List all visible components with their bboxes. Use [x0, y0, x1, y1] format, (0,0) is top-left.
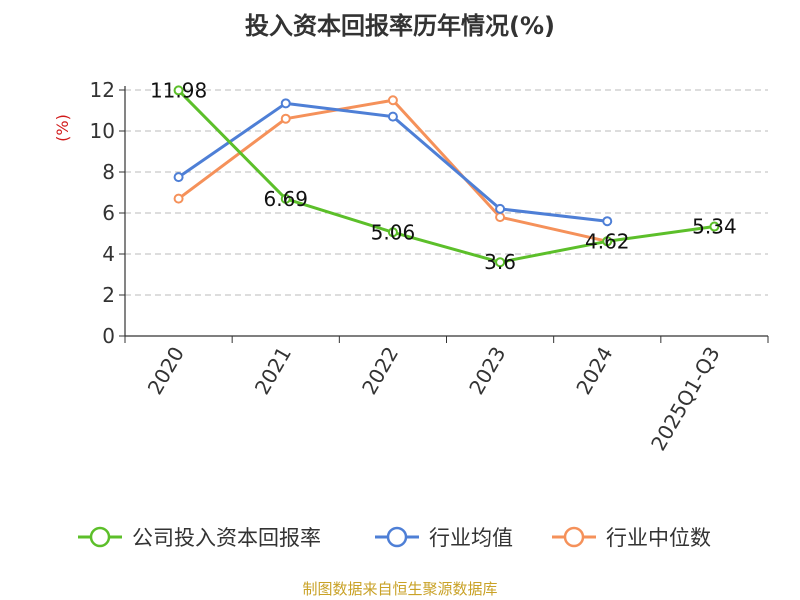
data-label: 6.69: [263, 187, 308, 211]
series-lines: [173, 85, 720, 268]
data-point: [709, 221, 720, 232]
y-axis-label: (%): [53, 114, 72, 142]
legend-item[interactable]: 公司投入资本回报率: [78, 526, 321, 550]
legend-label: 行业均值: [429, 526, 513, 550]
legend: 公司投入资本回报率 行业均值 行业中位数: [78, 526, 711, 550]
grid-lines: [125, 89, 768, 296]
data-label: 11.98: [150, 78, 207, 102]
data-label: 5.06: [371, 220, 416, 244]
data-point: [495, 212, 506, 223]
data-point: [387, 227, 398, 238]
x-tick-label: 2023: [464, 343, 510, 399]
data-point: [387, 111, 398, 122]
legend-swatch-marker: [386, 526, 408, 548]
x-tick-label: 2021: [250, 343, 296, 399]
data-point: [280, 98, 291, 109]
legend-item[interactable]: 行业中位数: [552, 526, 711, 550]
y-tick-label: 2: [102, 283, 115, 307]
y-tick-label: 10: [90, 119, 115, 143]
data-label: 3.6: [484, 250, 516, 274]
x-tick-label: 2020: [143, 343, 189, 399]
chart-title: 投入资本回报率历年情况(%): [245, 12, 555, 40]
legend-item[interactable]: 行业均值: [375, 526, 513, 550]
legend-label: 公司投入资本回报率: [132, 526, 321, 550]
legend-label: 行业中位数: [606, 526, 711, 550]
series-line: [177, 89, 715, 264]
legend-swatch-marker: [89, 526, 111, 548]
x-tick-label: 2025Q1-Q3: [646, 343, 725, 455]
y-tick-label: 8: [102, 160, 115, 184]
data-point: [173, 193, 184, 204]
data-label: 5.34: [692, 215, 737, 239]
source-note: 制图数据来自恒生聚源数据库: [302, 580, 498, 598]
y-tick-label: 6: [102, 201, 115, 225]
y-tick-label: 0: [102, 324, 115, 348]
data-point: [387, 95, 398, 106]
data-point: [495, 257, 506, 268]
data-point: [173, 85, 184, 96]
data-labels: 11.98 6.69 5.06 3.6 4.62 5.34: [150, 78, 737, 274]
data-label: 4.62: [585, 229, 630, 253]
y-tick-label: 4: [102, 242, 115, 266]
data-point: [173, 172, 184, 183]
data-point: [280, 113, 291, 124]
data-point: [602, 236, 613, 247]
data-point: [495, 203, 506, 214]
data-point: [602, 216, 613, 227]
x-tick-label: 2024: [571, 343, 617, 399]
x-tick-label: 2022: [357, 343, 403, 399]
axes: 0 2 4 6 8 10 12 2020 2021 2022 2023 2024 2025Q1-Q3: [90, 78, 769, 455]
legend-swatch-marker: [563, 526, 585, 548]
y-tick-label: 12: [90, 78, 115, 102]
data-point: [280, 193, 291, 204]
